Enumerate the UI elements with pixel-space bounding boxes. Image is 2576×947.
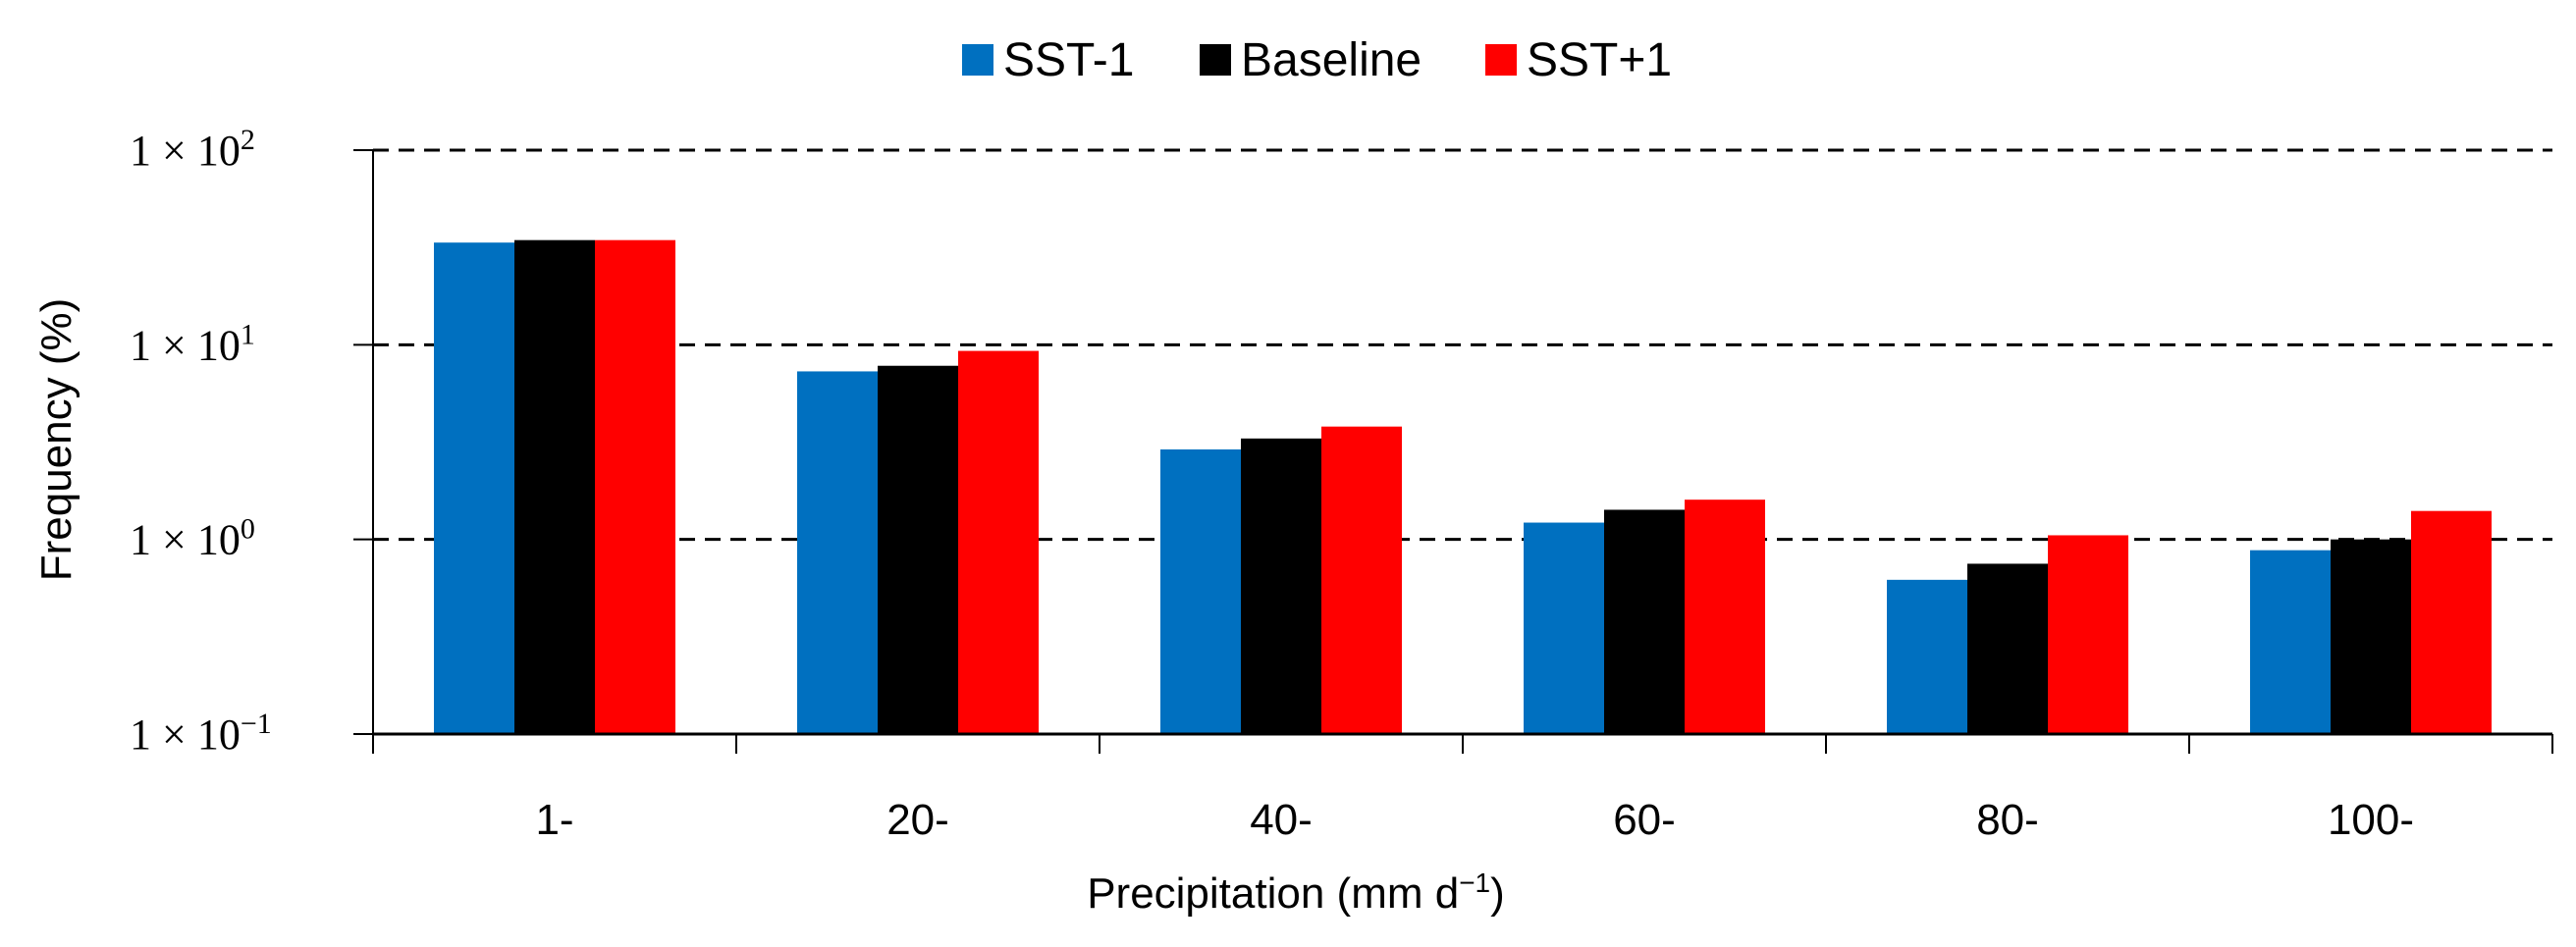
axes: [353, 149, 2553, 754]
y-axis-title: Frequency (%): [32, 298, 80, 582]
bar-sst-1-0: [434, 242, 514, 734]
bar-sst-1-1: [958, 350, 1039, 734]
x-tick-label: 60-: [1613, 796, 1676, 844]
x-tick-label: 1-: [535, 796, 573, 844]
legend-label: SST-1: [1003, 34, 1134, 86]
bar-baseline-1: [878, 365, 958, 734]
bar-sst-1-3: [1685, 500, 1765, 734]
y-tick-label: 1 × 101: [130, 318, 255, 369]
bar-sst-1-1: [797, 371, 878, 734]
bars: [434, 239, 2492, 734]
bar-sst-1-5: [2250, 550, 2331, 734]
legend-swatch: [962, 44, 993, 76]
legend-item-baseline: Baseline: [1200, 34, 1422, 86]
x-axis-title-close: ): [1490, 869, 1505, 918]
bar-sst-1-3: [1524, 522, 1604, 734]
legend-item-sst-1: SST+1: [1485, 34, 1672, 86]
bar-sst-1-0: [595, 239, 675, 734]
x-tick-label: 40-: [1250, 796, 1313, 844]
y-tick-label-exponent: 1: [241, 318, 255, 350]
gridlines: [373, 148, 2552, 542]
y-tick-label-exponent: −1: [241, 708, 272, 740]
y-tick-label-exponent: 2: [241, 124, 255, 156]
bar-sst-1-2: [1321, 426, 1402, 734]
legend-swatch: [1200, 44, 1231, 76]
x-axis-title: Precipitation (mm d−1): [1087, 868, 1505, 918]
bar-sst-1-2: [1160, 448, 1241, 734]
x-tick-label: 80-: [1976, 796, 2039, 844]
legend: SST-1 Baseline SST+1: [962, 34, 1672, 86]
legend-label: SST+1: [1527, 34, 1672, 86]
y-tick-label-base: 1 × 10: [130, 710, 241, 759]
bar-sst-1-4: [1887, 579, 1967, 734]
bar-baseline-4: [1967, 563, 2048, 734]
bar-baseline-2: [1241, 438, 1321, 734]
x-axis-title-main: Precipitation (mm d: [1087, 869, 1459, 918]
y-tick-label-exponent: 0: [241, 513, 255, 546]
x-axis-title-exponent: −1: [1459, 868, 1490, 898]
y-tick-label-base: 1 × 10: [130, 127, 241, 175]
y-tick-label: 1 × 102: [130, 124, 255, 175]
legend-swatch: [1485, 44, 1517, 76]
bar-baseline-3: [1604, 509, 1685, 734]
x-tick-label: 100-: [2328, 796, 2414, 844]
x-tick-label: 20-: [886, 796, 949, 844]
legend-label: Baseline: [1241, 34, 1422, 86]
bar-baseline-0: [514, 239, 595, 734]
y-tick-label-base: 1 × 10: [130, 321, 241, 369]
y-tick-label: 1 × 100: [130, 513, 255, 564]
legend-item-sst-1: SST-1: [962, 34, 1134, 86]
bar-sst-1-5: [2411, 510, 2492, 734]
y-tick-label-base: 1 × 10: [130, 516, 241, 564]
x-tick-labels: 1- 20- 40- 60- 80- 100-: [535, 796, 2414, 844]
bar-sst-1-4: [2048, 535, 2128, 734]
y-tick-label: 1 × 10−1: [130, 708, 272, 759]
bar-baseline-5: [2331, 539, 2411, 734]
